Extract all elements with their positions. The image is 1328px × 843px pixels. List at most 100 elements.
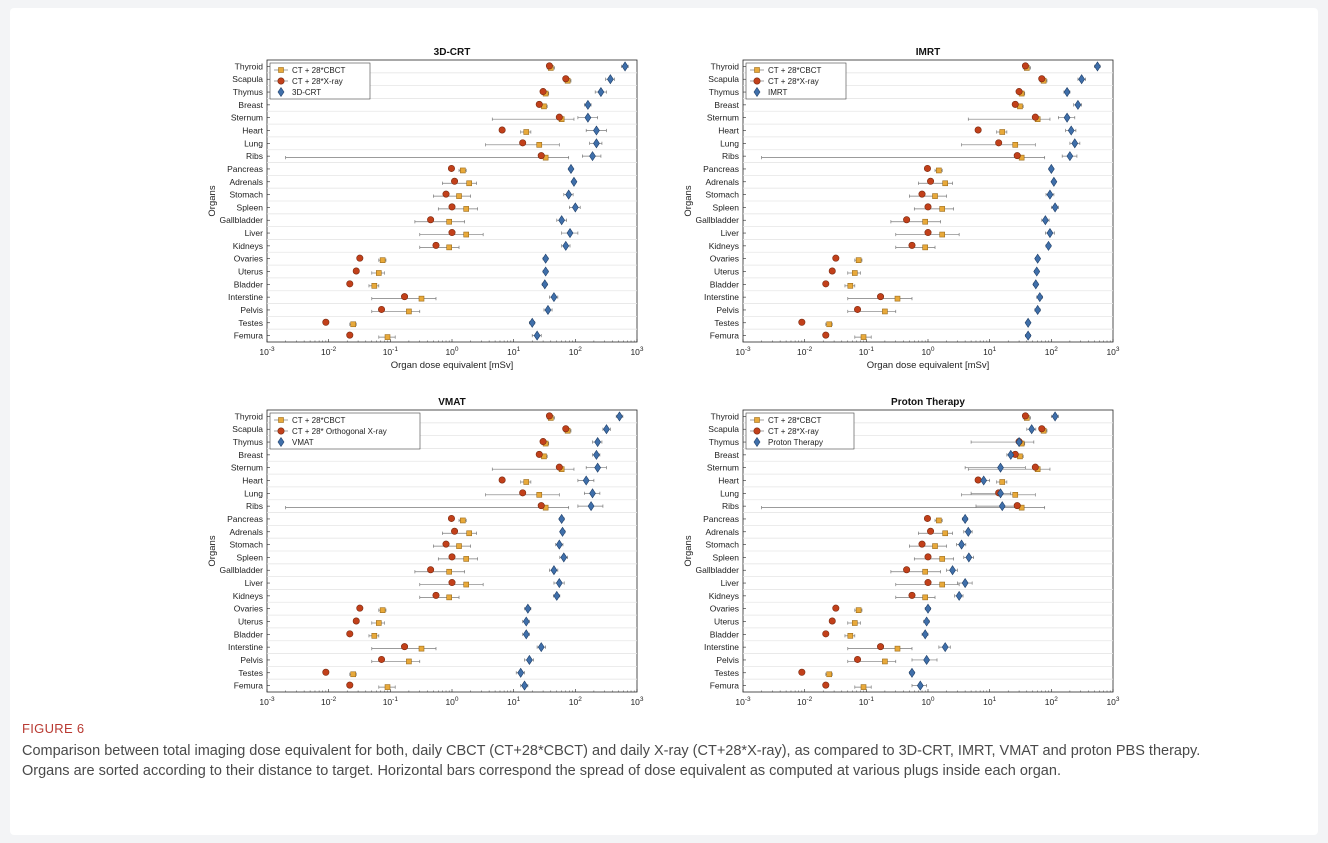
data-point-diamond xyxy=(1071,138,1079,149)
data-point-square xyxy=(942,180,948,187)
data-point-circle xyxy=(1013,152,1021,160)
data-point-diamond xyxy=(980,475,988,486)
data-point-circle xyxy=(346,280,354,288)
data-point-diamond xyxy=(550,565,558,576)
data-point-diamond xyxy=(1094,61,1101,72)
y-tick-label: Kidneys xyxy=(709,591,739,601)
legend-label: CT + 28*X-ray xyxy=(292,77,343,86)
data-point-square xyxy=(466,180,472,187)
data-point-diamond xyxy=(517,667,525,678)
data-point-square xyxy=(939,231,946,238)
legend-label: CT + 28*CBCT xyxy=(768,416,822,425)
y-tick-label: Uterus xyxy=(714,267,739,277)
data-point-circle xyxy=(1013,502,1021,510)
data-point-diamond xyxy=(621,61,629,72)
data-point-diamond xyxy=(526,654,533,665)
data-point-diamond xyxy=(522,629,530,640)
chart-title: Proton Therapy xyxy=(891,397,965,408)
data-point-circle xyxy=(1011,100,1019,108)
data-point-diamond xyxy=(998,501,1006,512)
data-point-diamond xyxy=(521,680,528,691)
figure-card: 3D-CRT Thyroid Scapula Thymus Breast Sternum H… xyxy=(10,8,1318,835)
y-tick-label: Thyroid xyxy=(711,61,740,71)
data-point-square xyxy=(860,684,867,690)
data-point-square xyxy=(418,295,425,302)
data-point-circle xyxy=(451,527,459,535)
x-tick-label: 103 xyxy=(1106,346,1119,357)
data-point-diamond xyxy=(589,151,596,162)
data-point-square xyxy=(463,231,470,238)
data-point-square xyxy=(371,633,378,639)
data-point-circle xyxy=(1038,425,1046,433)
data-point-circle xyxy=(427,566,435,574)
data-point-diamond xyxy=(558,215,566,226)
y-tick-label: Sternum xyxy=(231,113,263,123)
data-point-square xyxy=(932,543,938,549)
data-point-square xyxy=(371,283,378,289)
data-point-diamond xyxy=(555,539,563,550)
data-point-circle xyxy=(822,681,830,689)
data-point-diamond xyxy=(533,330,541,341)
data-point-diamond xyxy=(1036,292,1044,303)
data-point-diamond xyxy=(961,578,969,589)
legend-marker-square xyxy=(754,417,760,423)
data-point-diamond xyxy=(1063,112,1071,123)
data-point-circle xyxy=(498,476,506,484)
data-point-square xyxy=(882,308,888,315)
data-point-square xyxy=(406,658,412,665)
data-point-diamond xyxy=(949,565,956,576)
data-point-circle xyxy=(356,604,364,612)
data-point-circle xyxy=(974,476,982,484)
data-point-circle xyxy=(1021,412,1029,420)
y-tick-label: Ribs xyxy=(246,151,263,161)
y-tick-label: Scapula xyxy=(708,74,739,84)
y-tick-label: Kidneys xyxy=(233,241,263,251)
data-point-diamond xyxy=(558,513,566,524)
data-point-square xyxy=(446,244,452,251)
data-point-diamond xyxy=(1051,411,1059,422)
y-tick-label: Stomach xyxy=(705,540,739,550)
data-point-circle xyxy=(442,190,450,198)
data-point-circle xyxy=(918,190,926,198)
y-tick-label: Pancreas xyxy=(703,164,739,174)
y-tick-label: Breast xyxy=(238,450,263,460)
data-point-square xyxy=(932,193,938,199)
data-point-circle xyxy=(378,655,386,663)
data-point-circle xyxy=(535,100,543,108)
y-tick-label: Ribs xyxy=(722,501,739,511)
data-point-diamond xyxy=(542,266,550,277)
y-tick-label: Adrenals xyxy=(229,527,263,537)
data-point-diamond xyxy=(555,578,563,589)
data-point-square xyxy=(851,270,858,276)
data-point-diamond xyxy=(1063,87,1071,98)
data-point-diamond xyxy=(571,202,579,213)
data-point-circle xyxy=(903,216,911,224)
x-tick-label: 10-3 xyxy=(735,696,751,707)
data-point-diamond xyxy=(597,87,605,98)
y-tick-label: Scapula xyxy=(232,424,263,434)
data-point-diamond xyxy=(562,240,570,251)
data-point-square xyxy=(350,671,357,678)
data-point-diamond xyxy=(1046,228,1054,239)
data-point-square xyxy=(855,607,862,613)
chart-panel-4: Proton Therapy Thyroid Scapula Thymus Breast… xyxy=(683,397,1120,707)
data-point-square xyxy=(894,645,901,652)
y-tick-label: Bladder xyxy=(234,629,263,639)
data-point-circle xyxy=(924,203,932,211)
data-point-diamond xyxy=(1024,317,1032,328)
y-tick-label: Pelvis xyxy=(716,305,739,315)
y-tick-label: Ribs xyxy=(722,151,739,161)
x-tick-label: 10-2 xyxy=(321,696,337,707)
x-tick-label: 101 xyxy=(983,346,996,357)
y-tick-label: Gallbladder xyxy=(220,215,264,225)
data-point-diamond xyxy=(924,603,932,614)
y-tick-label: Breast xyxy=(714,450,739,460)
y-axis-label: Organs xyxy=(207,185,218,216)
data-point-circle xyxy=(346,630,354,638)
x-tick-label: 10-1 xyxy=(859,346,875,357)
chart-panel-1: 3D-CRT Thyroid Scapula Thymus Breast Sternum H… xyxy=(207,47,644,371)
data-point-circle xyxy=(448,203,456,211)
y-tick-label: Thyroid xyxy=(711,411,740,421)
y-tick-label: Breast xyxy=(714,100,739,110)
y-tick-label: Pancreas xyxy=(227,164,263,174)
